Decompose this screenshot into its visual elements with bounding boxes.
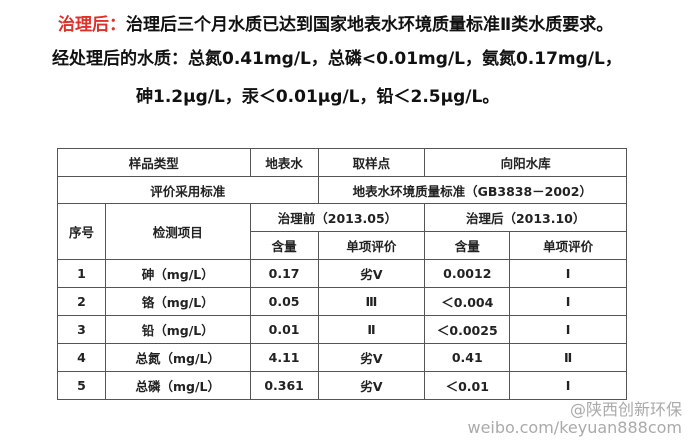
cell: 4.11 [249, 343, 319, 372]
cell: 0.01 [249, 315, 319, 344]
cell: Ⅱ [509, 343, 627, 372]
header-label: 治理后： [58, 15, 126, 35]
cell: Ⅰ [509, 371, 627, 400]
cell: 0.361 [249, 371, 319, 400]
cell: 5 [57, 371, 106, 400]
header-cell: 单项评价 [317, 231, 426, 260]
cell: 1 [57, 259, 106, 288]
table-row: 2 铬（mg/L） 0.05 Ⅲ ＜0.004 Ⅰ [57, 287, 627, 316]
header-cell: 序号 [57, 203, 106, 260]
cell: 砷（mg/L） [104, 259, 251, 288]
header-text: 治理后三个月水质已达到国家地表水环境质量标准Ⅱ类水质要求。 [126, 15, 614, 35]
cell: 0.0012 [424, 259, 511, 288]
summary-line: 砷1.2μg/L，汞＜0.01μg/L，铅＜2.5μg/L。 [136, 87, 500, 107]
table-row: 5 总磷（mg/L） 0.361 劣Ⅴ ＜0.01 Ⅰ [57, 371, 627, 400]
watermark-handle: @陕西创新环保 [569, 400, 682, 419]
header-cell: 含量 [249, 231, 319, 260]
header-cell: 治理前（2013.05） [249, 203, 426, 232]
cell: Ⅰ [509, 259, 627, 288]
summary-line: 经处理后的水质：总氮0.41mg/L，总磷<0.01mg/L，氨氮0.17mg/… [52, 49, 622, 69]
cell: Ⅰ [509, 315, 627, 344]
table-row: 4 总氮（mg/L） 4.11 劣Ⅴ 0.41 Ⅱ [57, 343, 627, 372]
header-cell: 检测项目 [104, 203, 251, 260]
cell: 4 [57, 343, 106, 372]
header-cell: 含量 [424, 231, 511, 260]
cell: 2 [57, 287, 106, 316]
cell: 总磷（mg/L） [104, 371, 251, 400]
cell: 3 [57, 315, 106, 344]
table-row: 1 砷（mg/L） 0.17 劣Ⅴ 0.0012 Ⅰ [57, 259, 627, 288]
cell: 铬（mg/L） [104, 287, 251, 316]
watermark-url: weibo.com/keyuan888com [467, 418, 683, 437]
cell: Ⅰ [509, 287, 627, 316]
cell: 0.05 [249, 287, 319, 316]
cell: Ⅲ [317, 287, 426, 316]
cell: 0.41 [424, 343, 511, 372]
header-cell: 单项评价 [509, 231, 627, 260]
cell: 总氮（mg/L） [104, 343, 251, 372]
cell: 0.17 [249, 259, 319, 288]
header-cell: 治理后（2013.10） [424, 203, 627, 232]
cell: ＜0.0025 [424, 315, 511, 344]
cell: ＜0.004 [424, 287, 511, 316]
cell: ＜0.01 [424, 371, 511, 400]
cell: 评价采用标准 [57, 176, 319, 204]
cell: 劣Ⅴ [317, 259, 426, 288]
cell: 向阳水库 [424, 148, 627, 177]
water-quality-table: 样品类型 地表水 取样点 向阳水库 评价采用标准 地表水环境质量标准（GB3838－20… [57, 148, 628, 400]
header: 治理后：治理后三个月水质已达到国家地表水环境质量标准Ⅱ类水质要求。 [58, 10, 613, 35]
cell: 取样点 [317, 148, 426, 177]
cell: 样品类型 [57, 148, 251, 177]
cell: 铅（mg/L） [104, 315, 251, 344]
cell: 劣Ⅴ [317, 371, 426, 400]
table-row: 3 铅（mg/L） 0.01 Ⅱ ＜0.0025 Ⅰ [57, 315, 627, 344]
cell: 地表水环境质量标准（GB3838－2002） [317, 176, 628, 204]
cell: Ⅱ [317, 315, 426, 344]
cell: 地表水 [249, 148, 319, 177]
cell: 劣Ⅴ [317, 343, 426, 372]
